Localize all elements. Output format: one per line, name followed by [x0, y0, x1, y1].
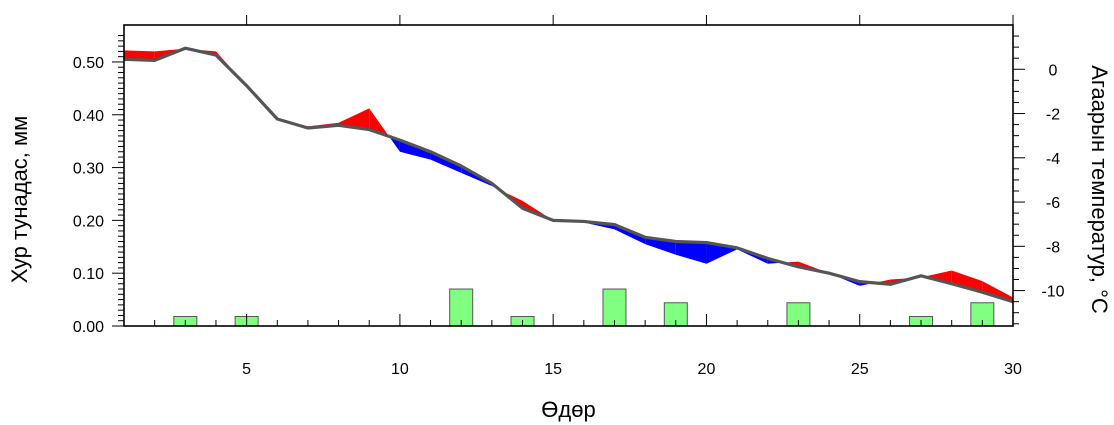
- tick-layer: 5 10 15 20 25 30 0.00 0.10 0.20 0.30 0.40 0.50 0 -2 -4…: [73, 15, 1065, 378]
- y-left-tick-label: 0.30: [73, 161, 104, 178]
- fill-above: [951, 270, 983, 293]
- y-right-tick-label: -6: [1046, 195, 1060, 212]
- x-tick-label: 15: [544, 361, 562, 378]
- fill-above: [522, 200, 554, 221]
- reference-line: [123, 46, 1014, 304]
- y-right-tick-label: -10: [1041, 284, 1064, 301]
- x-tick-label: 5: [242, 361, 251, 378]
- plot-frame: [123, 24, 1014, 327]
- fill-below: [675, 241, 707, 264]
- fill-above: [124, 50, 155, 61]
- fill-above: [215, 51, 247, 86]
- y-left-tick-label: 0.50: [73, 55, 104, 72]
- fill-below: [399, 140, 431, 160]
- x-tick-label: 25: [851, 361, 869, 378]
- x-tick-label: 10: [391, 361, 409, 378]
- fill-above: [338, 108, 370, 130]
- x-tick-label: 20: [698, 361, 716, 378]
- x-tick-label: 30: [1004, 361, 1022, 378]
- y-left-tick-label: 0.10: [73, 266, 104, 283]
- y-right-tick-label: -8: [1046, 239, 1060, 256]
- y-left-tick-label: 0.40: [73, 108, 104, 125]
- x-axis-title: Өдөр: [541, 397, 595, 422]
- y-left-tick-label: 0.20: [73, 213, 104, 230]
- y-left-tick-label: 0.00: [73, 319, 104, 336]
- right-axis-title: Агаарын температур, °С: [1087, 65, 1112, 314]
- y-right-tick-label: -2: [1046, 107, 1060, 124]
- y-right-tick-label: 0: [1049, 62, 1058, 79]
- fill-layer: [124, 48, 1013, 302]
- left-axis-title: Хур тунадас, мм: [7, 116, 32, 284]
- fill-above: [982, 281, 1013, 302]
- y-right-tick-label: -4: [1046, 151, 1060, 168]
- fill-above: [369, 108, 390, 137]
- line-layer: [123, 46, 1014, 304]
